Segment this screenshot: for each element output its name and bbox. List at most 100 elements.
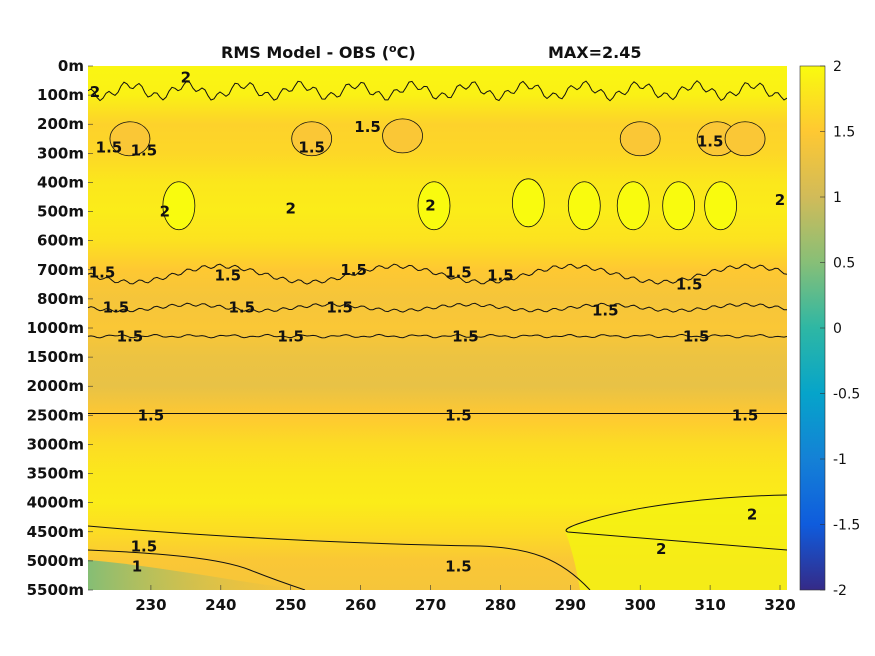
y-tick-label: 200m	[37, 115, 84, 133]
contour-label: 1.5	[340, 261, 367, 279]
contour-label: 2	[160, 203, 170, 221]
contour-top-2	[88, 80, 787, 102]
colorbar: 2 1.5 1 0.5 0 -0.5 -1 -1.5 -2	[799, 59, 860, 599]
x-tick-label: 260	[345, 596, 376, 614]
upper-blobs	[109, 118, 766, 231]
chart-title: RMS Model - OBS (oC)	[221, 42, 416, 62]
contour-label: 1.5	[228, 299, 255, 317]
max-label: MAX=2.45	[548, 43, 642, 62]
contour-label: 1.5	[452, 328, 479, 346]
y-tick-label: 300m	[37, 144, 84, 162]
low-rms-patch	[109, 121, 151, 157]
x-tick-label: 320	[764, 596, 795, 614]
contour-labels: 1.5 1.5 1.5 1.5 1.5 1.5 1.5 1.5 1.5 1.5 1.5 1.5 1.5 1…	[89, 69, 786, 576]
contour-label: 1.5	[445, 264, 472, 282]
contour-label: 1.5	[103, 299, 130, 317]
high-rms-patch	[662, 181, 696, 231]
low-rms-patch	[291, 121, 333, 157]
contour-label: 1.5	[592, 302, 619, 320]
contour-lines	[88, 80, 787, 590]
x-tick-label: 230	[135, 596, 166, 614]
contour-label: 2	[747, 505, 757, 523]
x-tick-label: 270	[415, 596, 446, 614]
contour-label: 1.5	[354, 118, 381, 136]
contour-label: 2	[656, 540, 666, 558]
low-rms-corner	[88, 560, 300, 590]
y-tick-label: 3000m	[27, 435, 84, 453]
contour-label: 1.5	[697, 133, 724, 151]
high-rms-patch	[616, 181, 650, 231]
contour-label: 1.5	[445, 558, 472, 576]
contour-label: 1.5	[326, 299, 353, 317]
y-tick-label: 4500m	[27, 523, 84, 541]
high-rms-patch	[417, 181, 451, 231]
high-rms-region	[565, 495, 787, 590]
x-axis: 230 240 250 260 270 280 290 300 310 320	[135, 585, 796, 614]
contour-label: 1.5	[89, 264, 116, 282]
plot-area: 1.5 1.5 1.5 1.5 1.5 1.5 1.5 1.5 1.5 1.5 1.5 1.5 1.5 1…	[88, 66, 787, 590]
contour-label: 1.5	[96, 139, 123, 157]
x-tick-label: 280	[485, 596, 516, 614]
high-rms-patch	[704, 181, 737, 231]
contour-5000-1	[88, 549, 306, 590]
colorbar-tick-label: -1	[833, 452, 847, 468]
colorbar-tick-label: 0	[833, 321, 842, 337]
contour-label: 1.5	[683, 328, 710, 346]
colorbar-tick-label: 1	[833, 190, 842, 206]
x-tick-label: 290	[555, 596, 586, 614]
y-tick-label: 2000m	[27, 377, 84, 395]
high-rms-patch	[162, 181, 196, 231]
contour-label: 1.5	[117, 328, 144, 346]
contour-label: 1.5	[131, 537, 158, 555]
colorbar-tick-label: 1.5	[833, 125, 855, 141]
contour-label: 1.5	[676, 275, 703, 293]
contour-4500-1.5	[88, 525, 591, 590]
contour-label: 1.5	[487, 267, 514, 285]
y-tick-label: 3500m	[27, 465, 84, 483]
contour-4000-2	[565, 494, 787, 551]
colorbar-tick-label: 0.5	[833, 256, 855, 272]
y-tick-label: 2500m	[27, 406, 84, 424]
contour-label: 1.5	[215, 267, 242, 285]
contour-label: 1.5	[732, 406, 759, 424]
y-tick-label: 800m	[37, 290, 84, 308]
contour-label: 1.5	[298, 139, 325, 157]
contour-label: 2	[90, 83, 100, 101]
contour-label: 2	[425, 197, 435, 215]
contour-label: 1.5	[131, 141, 158, 159]
y-tick-label: 0m	[58, 57, 84, 75]
y-tick-label: 700m	[37, 261, 84, 279]
contour-label: 2	[285, 200, 295, 218]
y-tick-label: 4000m	[27, 494, 84, 512]
y-tick-label: 1000m	[27, 319, 84, 337]
x-tick-label: 240	[205, 596, 236, 614]
contour-700-1.5	[88, 263, 787, 285]
contour-label: 1.5	[138, 406, 165, 424]
high-rms-patch	[567, 181, 601, 231]
heatmap-field	[88, 66, 787, 590]
colorbar-ticks: 2 1.5 1 0.5 0 -0.5 -1 -1.5 -2	[820, 59, 860, 599]
contour-label: 1	[132, 558, 142, 576]
y-tick-label: 100m	[37, 86, 84, 104]
contour-label: 2	[181, 69, 191, 87]
contour-1000-1.5	[88, 333, 787, 339]
y-tick-label: 5000m	[27, 552, 84, 570]
y-tick-label: 1500m	[27, 348, 84, 366]
y-tick-label: 600m	[37, 232, 84, 250]
x-tick-label: 310	[694, 596, 725, 614]
high-rms-patch	[511, 178, 545, 228]
y-axis: 0m 100m 200m 300m 400m 500m 600m 700m 800m 1000m 1…	[27, 57, 93, 599]
y-tick-label: 5500m	[27, 581, 84, 599]
y-tick-label: 400m	[37, 173, 84, 191]
y-tick-label: 500m	[37, 203, 84, 221]
contour-label: 2	[775, 191, 785, 209]
low-rms-patch	[382, 118, 423, 154]
contour-800-1.5	[88, 302, 787, 313]
x-tick-label: 250	[275, 596, 306, 614]
contour-label: 1.5	[445, 406, 472, 424]
low-rms-patch	[619, 121, 661, 157]
contour-label: 1.5	[277, 328, 304, 346]
colorbar-tick-label: 2	[833, 59, 842, 75]
colorbar-tick-label: -1.5	[833, 518, 860, 534]
